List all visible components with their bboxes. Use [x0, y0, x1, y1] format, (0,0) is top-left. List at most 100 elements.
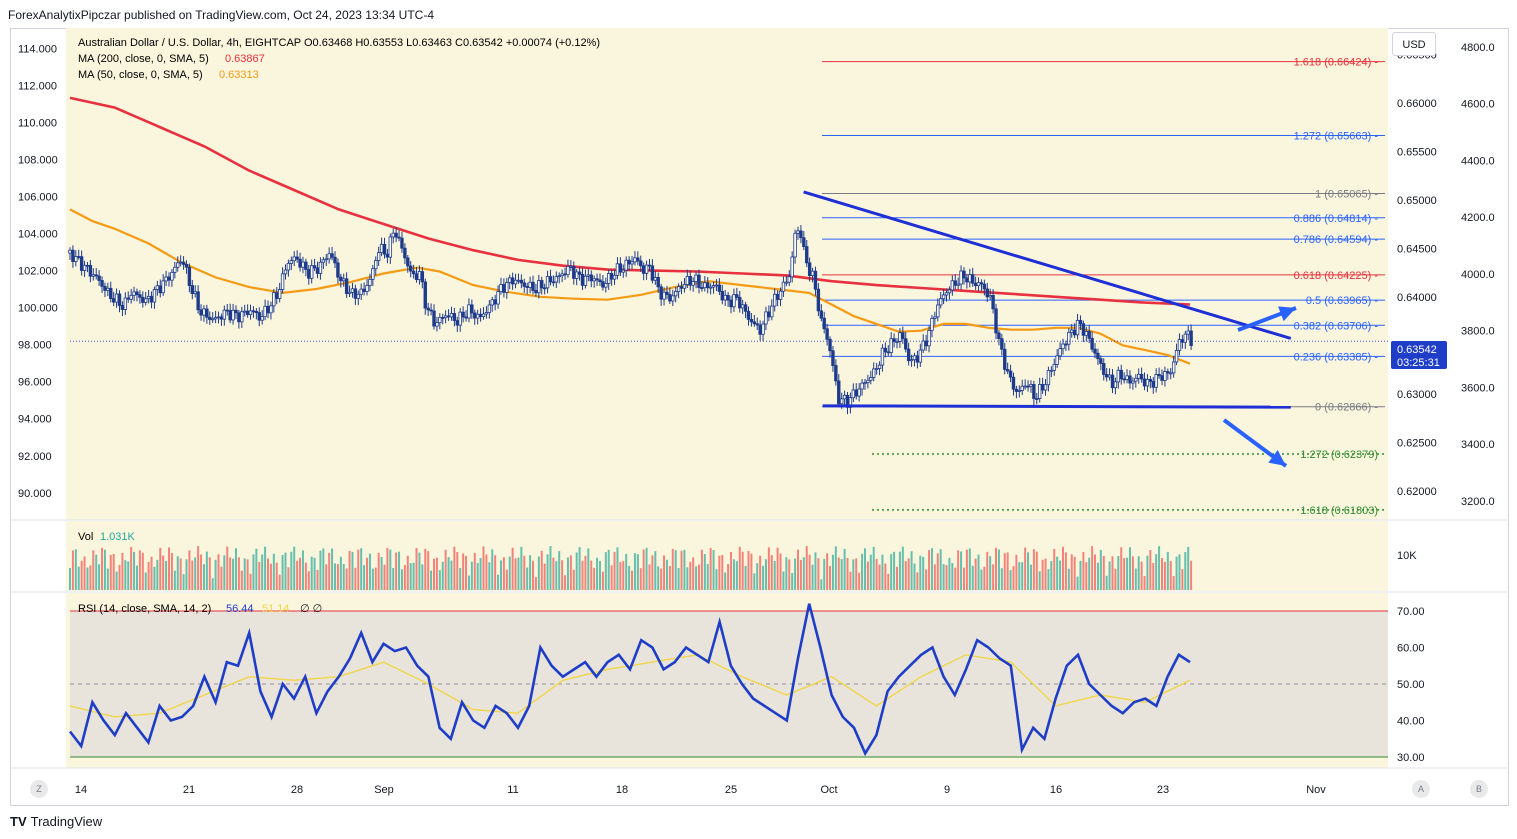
candle-body [534, 290, 538, 294]
candle-body [1084, 331, 1088, 336]
volume-bar [561, 560, 564, 590]
rsi-ma-legend-value: 51.14 [262, 603, 290, 615]
candle-body [994, 308, 998, 334]
ma200-line[interactable] [69, 96, 1191, 306]
candle-body [773, 293, 777, 307]
candle-body [872, 368, 876, 378]
volume-bar [767, 547, 770, 590]
volume-bar [438, 570, 441, 590]
volume-bar [176, 556, 179, 590]
candle-body [714, 284, 719, 287]
ma50-line[interactable] [69, 208, 1191, 365]
tradingview-logo[interactable]: ⁠TV TradingView [10, 814, 102, 829]
rsi-line[interactable] [68, 603, 1191, 757]
volume-bar [261, 554, 264, 590]
candle-body [464, 316, 468, 319]
candle-body [979, 282, 984, 285]
candle-body [1093, 348, 1097, 354]
candle-body [566, 266, 570, 276]
volume-bar [715, 569, 718, 590]
volume-bar [1096, 562, 1099, 590]
volume-bar [103, 549, 106, 590]
candle-body [618, 263, 623, 273]
volume-bar [491, 549, 494, 590]
volume-bar [546, 554, 549, 590]
volume-bar [692, 557, 695, 590]
log-scale-button[interactable]: B [1470, 780, 1488, 798]
candle-body [289, 260, 294, 264]
volume-bar [584, 555, 587, 590]
candle-body [735, 294, 739, 298]
candle-body [193, 291, 197, 295]
candle-body [694, 274, 698, 282]
volume-bar [607, 549, 610, 590]
candle-body [592, 278, 596, 282]
volume-bar [526, 567, 529, 590]
ma200-legend-label[interactable]: MA (200, close, 0, SMA, 5) [78, 53, 209, 65]
volume-bar [1108, 561, 1111, 590]
time-tick-label: 11 [507, 784, 518, 796]
volume-legend-label[interactable]: Vol [78, 531, 93, 543]
volume-bar [392, 567, 395, 590]
auto-scale-button[interactable]: A [1412, 780, 1430, 798]
price-tick-label: 0.62500 [1397, 437, 1437, 449]
trendline[interactable] [822, 404, 1291, 409]
volume-bar [811, 564, 814, 590]
volume-bar [357, 549, 360, 590]
candle-body [245, 310, 250, 316]
candle-body [1186, 330, 1190, 335]
price-tick-label: 0.63000 [1397, 389, 1437, 401]
candle-body [1032, 384, 1036, 399]
price-tag-value: 0.63542 [1397, 344, 1437, 356]
candle-body [1040, 384, 1045, 391]
volume-bar [316, 569, 319, 590]
candle-body [650, 265, 655, 281]
candle-body [187, 266, 192, 286]
volume-bar [1044, 558, 1047, 590]
volume-bar [700, 549, 703, 590]
volume-bar [858, 572, 861, 590]
zoom-button[interactable]: Z [30, 780, 48, 798]
time-tick-label: 18 [616, 784, 628, 796]
volume-bar [1015, 554, 1018, 590]
volume-bar [983, 566, 986, 590]
candle-body [834, 365, 838, 382]
volume-bar [936, 553, 939, 590]
ma50-legend-label[interactable]: MA (50, close, 0, SMA, 5) [78, 69, 203, 81]
volume-bar [1152, 563, 1155, 590]
candle-body [260, 316, 264, 321]
volume-bar [668, 565, 671, 590]
volume-bar [1131, 556, 1134, 590]
symbol-legend[interactable]: Australian Dollar / U.S. Dollar, 4h, EIG… [78, 37, 600, 49]
volume-bar [660, 568, 663, 590]
candle-body [982, 283, 987, 290]
time-tick-label: 21 [183, 784, 195, 796]
left-axis-tick-label: 104.000 [18, 229, 58, 241]
volume-bar [511, 547, 514, 590]
rsi-legend-label[interactable]: RSI (14, close, SMA, 14, 2) [78, 603, 211, 615]
volume-bar [616, 547, 619, 590]
candle-body [973, 282, 978, 287]
candle-body [406, 257, 410, 267]
volume-bar [738, 546, 741, 590]
candle-body [371, 268, 375, 280]
volume-bar [837, 557, 840, 590]
candle-body [94, 274, 98, 277]
candle-body [423, 281, 427, 309]
volume-bar [744, 565, 747, 590]
volume-bar [124, 560, 127, 590]
volume-bar [555, 561, 558, 590]
candle-body [816, 288, 821, 312]
candle-body [455, 320, 459, 326]
candle-body [880, 347, 885, 366]
volume-bar [893, 551, 896, 590]
trendline[interactable] [803, 190, 1292, 340]
volume-bar [499, 560, 502, 590]
candle-body [324, 258, 328, 261]
candle-body [598, 279, 602, 283]
volume-bar [249, 573, 252, 590]
currency-button[interactable]: USD [1392, 32, 1436, 56]
volume-bar [1099, 550, 1102, 590]
volume-bar [919, 555, 922, 590]
